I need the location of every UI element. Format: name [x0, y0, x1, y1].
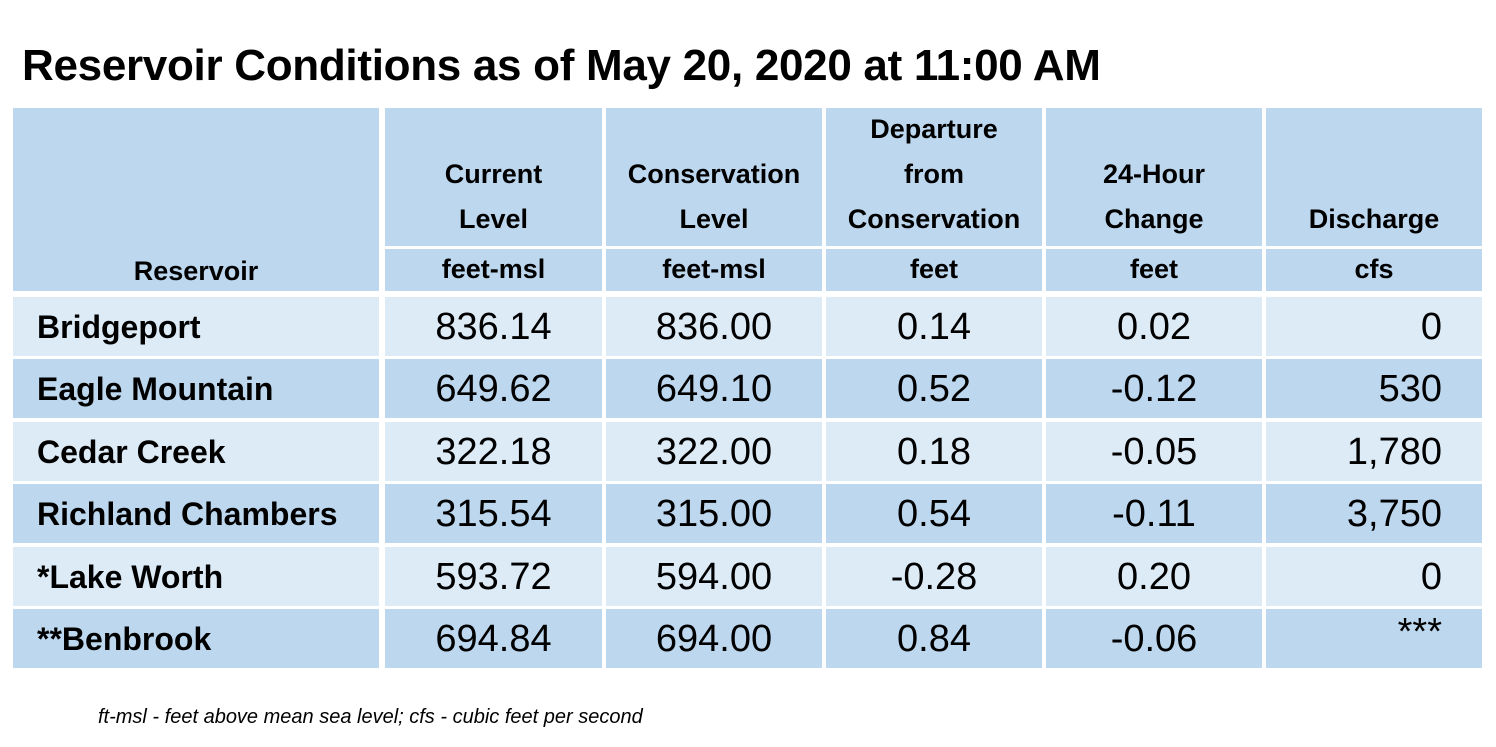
units-conservation: feet-msl [606, 249, 822, 291]
header-reservoir: Reservoir [13, 108, 379, 291]
value-discharge: 0 [1266, 297, 1482, 356]
header-current: Current Level [385, 108, 602, 246]
header-reservoir-label: Reservoir [133, 256, 259, 286]
value-discharge: 0 [1266, 547, 1482, 606]
value-change: -0.06 [1046, 609, 1262, 668]
value-departure: 0.54 [826, 484, 1042, 543]
page-title: Reservoir Conditions as of May 20, 2020 … [22, 41, 1101, 90]
value-conservation: 836.00 [606, 297, 822, 356]
value-conservation: 649.10 [606, 359, 822, 418]
header-current-line: Level [458, 204, 529, 234]
units-discharge: cfs [1266, 249, 1482, 291]
header-change-line: Change [1104, 204, 1204, 234]
header-departure-line: Conservation [847, 204, 1021, 234]
footnote: ft-msl - feet above mean sea level; cfs … [98, 706, 643, 728]
reservoir-name: Richland Chambers [13, 484, 379, 543]
header-conservation-line: Conservation [627, 159, 801, 189]
value-conservation: 322.00 [606, 422, 822, 481]
header-current-line: Current [444, 159, 543, 189]
value-discharge: 3,750 [1266, 484, 1482, 543]
units-current: feet-msl [385, 249, 602, 291]
value-departure: 0.84 [826, 609, 1042, 668]
header-departure-line: Departure [870, 114, 998, 144]
reservoir-name: Bridgeport [13, 297, 379, 356]
value-departure: 0.14 [826, 297, 1042, 356]
header-discharge-line: Discharge [1308, 204, 1440, 234]
value-current: 593.72 [385, 547, 602, 606]
units-departure: feet [826, 249, 1042, 291]
value-change: -0.11 [1046, 484, 1262, 543]
header-departure: Departure from Conservation [826, 108, 1042, 246]
header-conservation: Conservation Level [606, 108, 822, 246]
value-conservation: 594.00 [606, 547, 822, 606]
reservoir-name: **Benbrook [13, 609, 379, 668]
reservoir-name: Cedar Creek [13, 422, 379, 481]
value-change: 0.20 [1046, 547, 1262, 606]
value-discharge: 1,780 [1266, 422, 1482, 481]
reservoir-name: Eagle Mountain [13, 359, 379, 418]
header-change-line: 24-Hour [1102, 159, 1205, 189]
header-discharge: Discharge [1266, 108, 1482, 246]
value-change: -0.05 [1046, 422, 1262, 481]
header-conservation-line: Level [679, 204, 749, 234]
value-current: 322.18 [385, 422, 602, 481]
value-departure: 0.18 [826, 422, 1042, 481]
value-change: -0.12 [1046, 359, 1262, 418]
value-conservation: 694.00 [606, 609, 822, 668]
value-current: 649.62 [385, 359, 602, 418]
value-discharge: *** [1266, 609, 1482, 668]
value-discharge: 530 [1266, 359, 1482, 418]
value-current: 315.54 [385, 484, 602, 543]
reservoir-name: *Lake Worth [13, 547, 379, 606]
value-departure: 0.52 [826, 359, 1042, 418]
header-departure-line: from [904, 159, 964, 189]
value-current: 836.14 [385, 297, 602, 356]
header-change: 24-Hour Change [1046, 108, 1262, 246]
units-change: feet [1046, 249, 1262, 291]
value-change: 0.02 [1046, 297, 1262, 356]
value-departure: -0.28 [826, 547, 1042, 606]
value-conservation: 315.00 [606, 484, 822, 543]
value-current: 694.84 [385, 609, 602, 668]
